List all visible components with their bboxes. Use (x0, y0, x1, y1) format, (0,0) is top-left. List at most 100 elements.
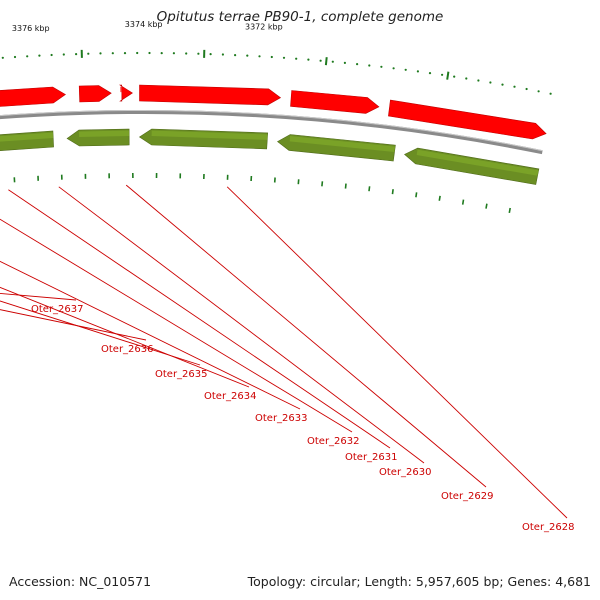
scale-dot (331, 60, 334, 63)
scale-dot (537, 90, 540, 93)
forward-gene-10 (139, 84, 282, 106)
forward-gene-8-shine (79, 87, 99, 93)
gene-label: Oter_2628 (522, 522, 575, 533)
forward-gene-9-shine (120, 86, 122, 93)
minor-tick (508, 207, 511, 214)
scale-dot (123, 52, 127, 55)
forward-gene-8 (78, 85, 112, 103)
gene-leader-line (0, 260, 301, 410)
scale-dot (295, 57, 298, 60)
scale-labels: 3384 kbp3382 kbp3380 kbp3378 kbp3376 kbp… (12, 20, 283, 33)
scale-dot (270, 55, 273, 59)
forward-gene-9 (118, 84, 133, 102)
scale-dot (525, 87, 528, 91)
scale-dot (209, 53, 212, 56)
reverse-gene-8 (276, 134, 396, 162)
accession-text: Accession: NC_010571 (9, 574, 152, 589)
gene-label: Oter_2630 (379, 467, 432, 478)
reverse-gene-9-shine (416, 149, 539, 176)
scale-dot (380, 65, 383, 68)
gene-label: Oter_2631 (345, 452, 398, 463)
gene-label: Oter_2635 (155, 369, 208, 380)
scale-dot (428, 72, 432, 75)
scale-dot (343, 61, 346, 64)
scale-dot (172, 52, 175, 55)
minor-ticks (13, 172, 511, 214)
scale-dot (111, 52, 114, 55)
scale-dot (75, 53, 78, 56)
forward-gene-7 (0, 86, 66, 107)
scale-dot (549, 92, 552, 95)
minor-tick (461, 199, 465, 205)
backbone-line (0, 110, 543, 155)
gene-label: Oter_2636 (101, 344, 154, 355)
forward-gene-7-shine (0, 88, 53, 98)
scale-dot (160, 52, 163, 55)
minor-tick (415, 192, 418, 198)
scale-dot (356, 63, 359, 66)
scale-dot (50, 53, 53, 57)
scale-dot (416, 70, 419, 73)
gene-leader-line (0, 218, 353, 433)
scale-dot (148, 51, 151, 55)
reverse-gene-6 (66, 128, 130, 147)
gene-leader-line (8, 189, 391, 449)
scale-dot (13, 55, 17, 59)
scale-dot (441, 73, 444, 76)
gene-leader-line (0, 309, 147, 341)
scale-dot (477, 79, 480, 82)
scale-dot (136, 51, 139, 55)
reverse-gene-7 (138, 128, 269, 150)
scale-label: 3376 kbp (12, 24, 50, 33)
gene-leader-line (58, 186, 425, 464)
scale-dot (221, 53, 224, 56)
scale-dot (258, 55, 261, 58)
minor-tick (368, 186, 371, 192)
gene-label: Oter_2632 (307, 436, 360, 447)
forward-gene-9-body (118, 84, 133, 102)
reverse-gene-5-shine (0, 132, 54, 142)
scale-dot (234, 54, 237, 57)
scale-dot (465, 77, 468, 80)
gene-leader-line (226, 186, 568, 519)
scale-dot (513, 85, 516, 88)
scale-dot (282, 56, 286, 59)
scale-dot (197, 52, 200, 55)
scale-dot (392, 67, 395, 70)
forward-strand-track (0, 84, 547, 140)
scale-dots (1, 49, 552, 95)
scale-dot (62, 53, 65, 56)
backbone-highlight (0, 109, 543, 152)
scale-dot (501, 83, 504, 86)
forward-gene-11 (290, 90, 380, 114)
scale-dot (87, 52, 90, 55)
gene-label: Oter_2633 (255, 413, 308, 424)
forward-gene-12-shine (389, 101, 536, 131)
scale-dot (368, 64, 371, 67)
backbone-track (0, 109, 543, 155)
scale-dot (99, 52, 102, 55)
reverse-strand-track (0, 128, 540, 185)
scale-dot (38, 54, 41, 57)
scale-dot (319, 59, 322, 62)
gene-label: Oter_2634 (204, 391, 257, 402)
minor-tick (485, 203, 488, 209)
scale-dot (246, 54, 249, 57)
scale-dot (404, 68, 407, 71)
forward-gene-10-shine (139, 86, 269, 96)
scale-dot (453, 75, 456, 78)
scale-dot (1, 56, 4, 59)
minor-tick (321, 181, 324, 187)
gene-labels: Oter_2637 Oter_2636 Oter_2635 Oter_2634 Oter… (0, 184, 575, 533)
forward-gene-11-shine (291, 91, 368, 105)
major-tick (324, 57, 328, 66)
gene-leader-line (125, 184, 487, 488)
map-title: Opitutus terrae PB90-1, complete genome (156, 9, 444, 25)
forward-gene-12 (388, 99, 547, 140)
scale-dot (307, 58, 310, 61)
minor-tick (438, 195, 441, 201)
scale-dot (26, 55, 29, 58)
scale-label: 3374 kbp (125, 20, 163, 29)
reverse-gene-8-shine (289, 136, 396, 152)
